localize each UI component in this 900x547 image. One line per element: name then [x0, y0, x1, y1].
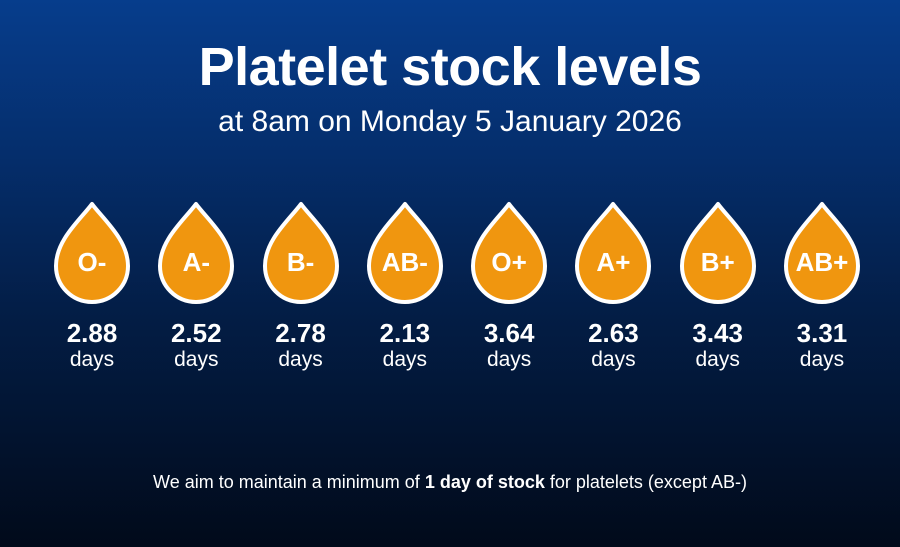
- stock-unit: days: [799, 348, 845, 371]
- stock-value: 2.63: [588, 318, 639, 348]
- footer-emphasis: 1 day of stock: [424, 472, 545, 492]
- blood-group-label: O+: [491, 247, 527, 277]
- stock-value: 2.88: [66, 318, 118, 348]
- stock-unit: days: [278, 348, 323, 371]
- blood-group-label: AB-: [381, 247, 428, 277]
- footer-text: We aim to maintain a minimum of: [153, 472, 425, 492]
- blood-drop-icon: O+: [469, 200, 549, 304]
- blood-drop-icon: B+: [678, 200, 758, 304]
- blood-group-label: A-: [182, 247, 210, 277]
- blood-group-list: O- 2.88 days A- 2.52 days B- 2.78 days: [52, 200, 862, 390]
- blood-drop-icon: AB-: [365, 200, 445, 304]
- page-subtitle: at 8am on Monday 5 January 2026: [218, 105, 682, 138]
- stock-value: 2.13: [379, 318, 431, 348]
- stock-value: 2.52: [170, 318, 222, 348]
- footer-text-end: for platelets (except AB-): [544, 472, 747, 492]
- stock-unit: days: [695, 348, 740, 371]
- blood-group-label: B+: [700, 247, 735, 277]
- blood-group-item: A- 2.52 days: [156, 200, 236, 390]
- blood-group-item: B+ 3.43 days: [678, 200, 758, 390]
- blood-drop-icon: A+: [573, 200, 653, 304]
- stock-value: 2.78: [275, 318, 326, 348]
- stock-unit: days: [382, 348, 428, 371]
- blood-drop-icon: O-: [52, 200, 132, 304]
- page-title: Platelet stock levels: [198, 37, 702, 97]
- blood-group-label: AB+: [795, 247, 849, 277]
- blood-group-label: A+: [596, 247, 631, 277]
- stock-unit: days: [486, 348, 532, 371]
- stock-unit: days: [69, 348, 115, 371]
- blood-group-label: O-: [77, 247, 107, 277]
- blood-group-item: B- 2.78 days: [261, 200, 341, 390]
- stock-value: 3.31: [796, 318, 848, 348]
- blood-drop-icon: B-: [261, 200, 341, 304]
- stock-unit: days: [174, 348, 219, 371]
- blood-group-item: AB+ 3.31 days: [782, 200, 862, 390]
- blood-group-item: O- 2.88 days: [52, 200, 132, 390]
- stock-value: 3.64: [483, 318, 535, 348]
- blood-group-label: B-: [286, 247, 315, 277]
- blood-group-item: AB- 2.13 days: [365, 200, 445, 390]
- blood-drop-icon: AB+: [782, 200, 862, 304]
- blood-drop-icon: A-: [156, 200, 236, 304]
- stock-unit: days: [591, 348, 636, 371]
- stock-value: 3.43: [692, 318, 743, 348]
- footer-note: We aim to maintain a minimum of 1 day of…: [0, 470, 900, 494]
- blood-group-item: A+ 2.63 days: [573, 200, 653, 390]
- blood-group-item: O+ 3.64 days: [469, 200, 549, 390]
